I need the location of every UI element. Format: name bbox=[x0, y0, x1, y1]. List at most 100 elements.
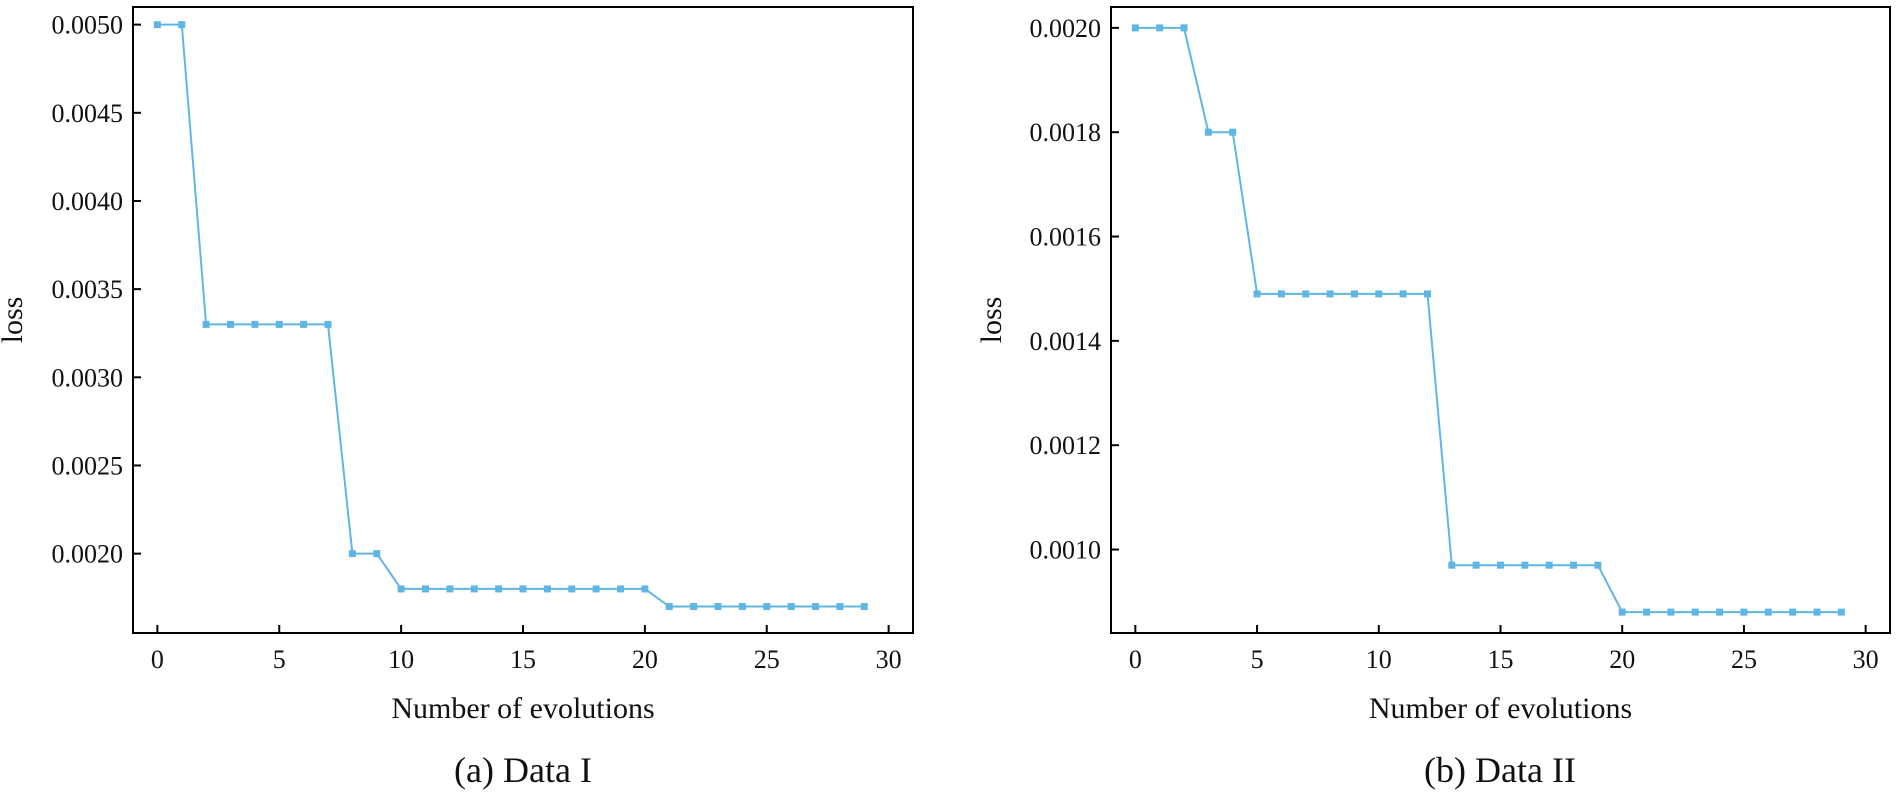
y-tick-label: 0.0020 bbox=[52, 540, 124, 569]
data-point bbox=[617, 585, 624, 593]
data-point bbox=[153, 21, 161, 29]
data-point bbox=[1350, 290, 1358, 298]
y-tick-label: 0.0030 bbox=[52, 363, 124, 392]
data-point bbox=[251, 320, 259, 328]
x-tick-label: 5 bbox=[273, 645, 286, 674]
y-tick-label: 0.0016 bbox=[1030, 223, 1102, 252]
figure-caption: (a) Data I bbox=[454, 750, 592, 790]
data-point bbox=[836, 603, 844, 611]
x-tick-label: 10 bbox=[388, 645, 414, 674]
data-point bbox=[1180, 24, 1188, 32]
data-point bbox=[1716, 608, 1724, 616]
data-point bbox=[641, 585, 649, 593]
data-point bbox=[1837, 608, 1845, 616]
data-point bbox=[812, 603, 819, 611]
data-point bbox=[1618, 608, 1626, 616]
data-point bbox=[202, 320, 210, 328]
plot-frame bbox=[132, 6, 914, 634]
data-point bbox=[1545, 561, 1553, 569]
data-point bbox=[665, 603, 673, 611]
x-tick-label: 5 bbox=[1251, 645, 1264, 674]
data-point bbox=[1448, 561, 1456, 569]
data-point bbox=[1521, 561, 1529, 569]
data-point bbox=[422, 585, 429, 593]
data-point bbox=[714, 603, 722, 611]
series-line bbox=[157, 23, 865, 608]
chart-panel-a: 0 5 10 15 20 25 30 0.0020 0.0025 0.0030 0.0035 0.00… bbox=[0, 6, 914, 790]
data-point bbox=[1643, 608, 1651, 616]
data-point bbox=[519, 585, 527, 593]
x-tick-label: 20 bbox=[632, 645, 658, 674]
y-tick-label: 0.0035 bbox=[52, 275, 124, 304]
y-tick-label: 0.0012 bbox=[1030, 431, 1102, 460]
data-point bbox=[470, 585, 478, 593]
data-point bbox=[1229, 128, 1237, 136]
data-point bbox=[592, 585, 600, 593]
x-tick-label: 15 bbox=[510, 645, 536, 674]
data-point bbox=[1156, 24, 1164, 32]
x-tick-label: 30 bbox=[1853, 645, 1879, 674]
y-tick-label: 0.0014 bbox=[1030, 327, 1102, 356]
data-point bbox=[1253, 290, 1261, 298]
data-point bbox=[1740, 608, 1748, 616]
series-line bbox=[1135, 26, 1842, 614]
y-axis-label: loss bbox=[0, 297, 29, 344]
y-tick-label: 0.0025 bbox=[52, 451, 124, 480]
data-point bbox=[1570, 561, 1578, 569]
y-tick-label: 0.0010 bbox=[1030, 536, 1102, 565]
x-axis-label: Number of evolutions bbox=[1369, 692, 1632, 725]
x-tick-label: 20 bbox=[1609, 645, 1635, 674]
x-tick-label: 0 bbox=[151, 645, 164, 674]
x-tick-label: 10 bbox=[1366, 645, 1392, 674]
data-point bbox=[1813, 608, 1821, 616]
x-axis-label: Number of evolutions bbox=[391, 692, 654, 725]
data-point bbox=[397, 585, 405, 593]
data-point bbox=[543, 585, 551, 593]
data-point bbox=[324, 320, 332, 328]
data-point bbox=[1764, 608, 1772, 616]
data-point bbox=[1594, 561, 1602, 569]
data-point bbox=[1302, 290, 1310, 298]
y-tick-label: 0.0020 bbox=[1030, 14, 1102, 43]
data-point bbox=[568, 585, 576, 593]
data-point bbox=[275, 320, 283, 328]
x-tick-label: 25 bbox=[754, 645, 780, 674]
data-point bbox=[446, 585, 454, 593]
data-point bbox=[763, 603, 771, 611]
plot-frame bbox=[1110, 6, 1891, 634]
data-point bbox=[1667, 608, 1675, 616]
figure-caption: (b) Data II bbox=[1424, 750, 1576, 790]
data-point bbox=[1691, 608, 1699, 616]
data-point bbox=[787, 603, 795, 611]
data-point bbox=[738, 603, 746, 611]
data-point bbox=[1375, 290, 1383, 298]
data-point bbox=[1423, 290, 1431, 298]
y-tick-label: 0.0018 bbox=[1030, 118, 1102, 147]
data-point bbox=[495, 585, 503, 593]
data-point bbox=[1472, 561, 1480, 569]
data-point bbox=[227, 320, 234, 328]
data-point bbox=[1789, 608, 1797, 616]
data-point bbox=[348, 550, 356, 558]
x-tick-label: 25 bbox=[1731, 645, 1757, 674]
y-axis-label: loss bbox=[975, 297, 1008, 344]
data-point bbox=[1497, 561, 1504, 569]
data-point bbox=[1326, 290, 1334, 298]
data-point bbox=[1399, 290, 1407, 298]
data-point bbox=[373, 550, 381, 558]
y-tick-label: 0.0045 bbox=[52, 99, 124, 128]
data-point bbox=[300, 320, 308, 328]
data-point bbox=[860, 603, 868, 611]
chart-panel-b: 0 5 10 15 20 25 30 0.0010 0.0012 0.0014 0.0016 0.00… bbox=[975, 6, 1891, 790]
data-point bbox=[690, 603, 698, 611]
x-tick-label: 0 bbox=[1129, 645, 1142, 674]
data-point bbox=[1277, 290, 1285, 298]
data-point bbox=[1204, 128, 1212, 136]
x-tick-label: 15 bbox=[1488, 645, 1514, 674]
data-point bbox=[178, 21, 186, 29]
x-tick-label: 30 bbox=[876, 645, 902, 674]
data-point bbox=[1131, 24, 1139, 32]
y-tick-label: 0.0050 bbox=[52, 11, 124, 40]
y-tick-label: 0.0040 bbox=[52, 187, 124, 216]
